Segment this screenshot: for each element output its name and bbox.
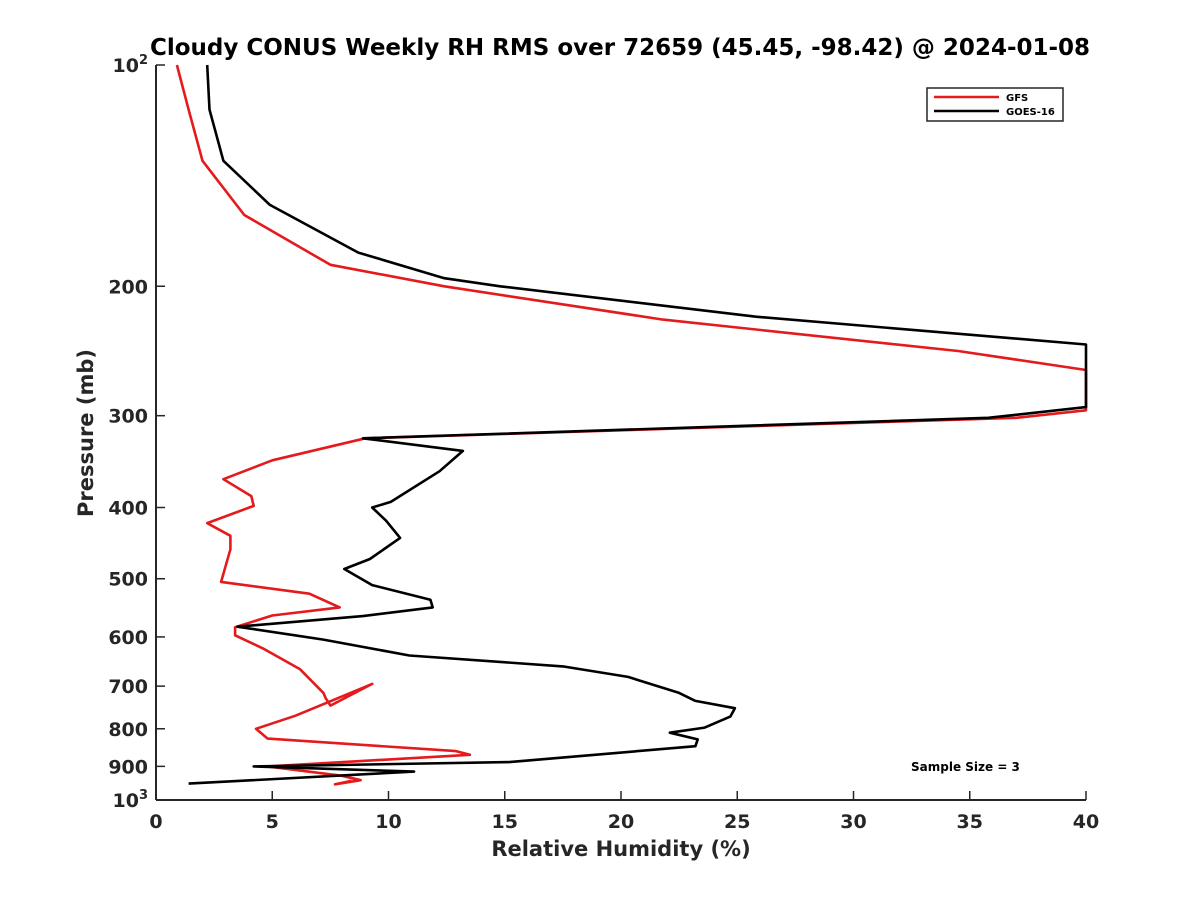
x-tick-label: 5 (266, 811, 279, 833)
legend-box (926, 87, 1064, 122)
x-tick-label: 15 (492, 811, 518, 833)
y-tick-label: 500 (108, 569, 148, 591)
sample-size-annotation: Sample Size = 3 (911, 760, 1020, 774)
y-tick-label: 800 (108, 719, 148, 741)
y-tick-label: 900 (108, 756, 148, 778)
series-line-gfs (175, 64, 1088, 786)
x-tick-label: 10 (375, 811, 401, 833)
y-tick-label: 200 (108, 276, 148, 298)
y-axis-label: Pressure (mb) (74, 349, 98, 517)
y-tick-label: 300 (108, 406, 148, 428)
legend-label-goes16: GOES-16 (1006, 107, 1055, 118)
x-tick-label: 0 (149, 811, 162, 833)
chart-title: Cloudy CONUS Weekly RH RMS over 72659 (4… (150, 35, 1090, 61)
x-tick-label: 20 (608, 811, 634, 833)
x-ticks: 0 5 10 15 20 25 30 35 40 (149, 791, 1099, 833)
x-tick-label: 25 (724, 811, 750, 833)
series-line-goes16 (188, 64, 1088, 785)
x-axis-label: Relative Humidity (%) (491, 837, 750, 861)
y-tick-label: 102 (113, 53, 149, 77)
y-tick-label: 400 (108, 498, 148, 520)
legend-label-gfs: GFS (1006, 93, 1028, 104)
y-tick-label: 600 (108, 627, 148, 649)
x-tick-label: 40 (1073, 811, 1099, 833)
y-tick-label: 700 (108, 676, 148, 698)
x-tick-label: 30 (840, 811, 866, 833)
legend: GFS GOES-16 (926, 87, 1064, 122)
series-layer (175, 64, 1088, 786)
x-tick-label: 35 (957, 811, 983, 833)
